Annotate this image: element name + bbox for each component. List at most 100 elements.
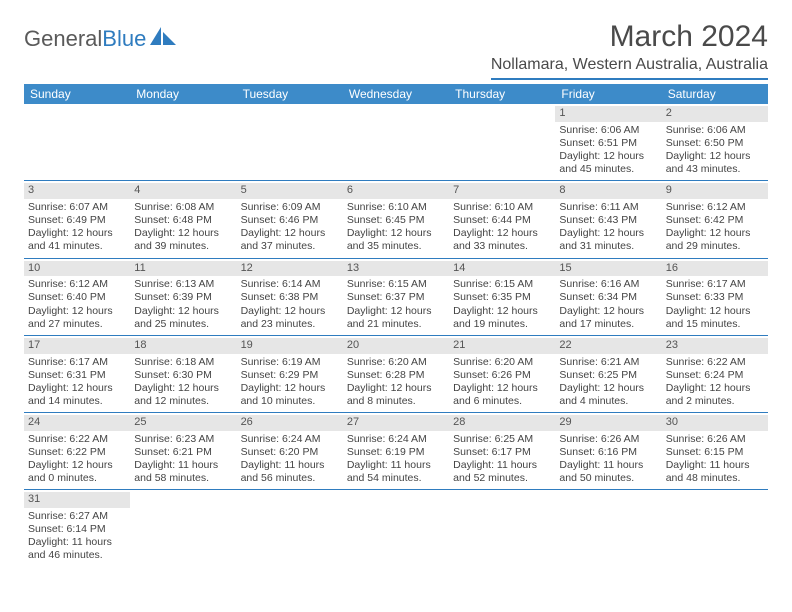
sunrise-text: Sunrise: 6:16 AM <box>559 278 657 291</box>
empty-cell <box>24 104 130 180</box>
sunset-text: Sunset: 6:43 PM <box>559 214 657 227</box>
sail-icon <box>150 27 176 45</box>
sunrise-text: Sunrise: 6:21 AM <box>559 356 657 369</box>
empty-cell <box>343 104 449 180</box>
week-row: 1 Sunrise: 6:06 AM Sunset: 6:51 PM Daylight… <box>24 104 768 181</box>
sunrise-text: Sunrise: 6:24 AM <box>241 433 339 446</box>
sunrise-text: Sunrise: 6:09 AM <box>241 201 339 214</box>
day-number: 6 <box>343 183 449 199</box>
daylight-text: Daylight: 12 hours and 15 minutes. <box>666 305 764 331</box>
sunset-text: Sunset: 6:39 PM <box>134 291 232 304</box>
week-row: 10Sunrise: 6:12 AMSunset: 6:40 PMDayligh… <box>24 259 768 336</box>
daylight-text: Daylight: 12 hours and 35 minutes. <box>347 227 445 253</box>
empty-cell <box>449 490 555 566</box>
page-header: GeneralBlue March 2024 Nollamara, Wester… <box>24 20 768 80</box>
day-number: 18 <box>130 338 236 354</box>
sunset-text: Sunset: 6:29 PM <box>241 369 339 382</box>
day-number: 21 <box>449 338 555 354</box>
daylight-text: Daylight: 12 hours and 2 minutes. <box>666 382 764 408</box>
day-cell: 1Sunrise: 6:06 AMSunset: 6:51 PMDaylight… <box>555 104 661 180</box>
sunrise-text: Sunrise: 6:14 AM <box>241 278 339 291</box>
day-cell: 7Sunrise: 6:10 AMSunset: 6:44 PMDaylight… <box>449 181 555 257</box>
day-header: Monday <box>130 84 236 104</box>
sunset-text: Sunset: 6:22 PM <box>28 446 126 459</box>
logo: GeneralBlue <box>24 20 176 52</box>
day-number: 9 <box>662 183 768 199</box>
day-cell: 21Sunrise: 6:20 AMSunset: 6:26 PMDayligh… <box>449 336 555 412</box>
logo-text-2: Blue <box>102 26 146 52</box>
day-cell: 26Sunrise: 6:24 AMSunset: 6:20 PMDayligh… <box>237 413 343 489</box>
sunset-text: Sunset: 6:35 PM <box>453 291 551 304</box>
day-number: 4 <box>130 183 236 199</box>
sunrise-text: Sunrise: 6:24 AM <box>347 433 445 446</box>
day-number: 14 <box>449 261 555 277</box>
sunset-text: Sunset: 6:26 PM <box>453 369 551 382</box>
sunrise-text: Sunrise: 6:10 AM <box>453 201 551 214</box>
sunset-text: Sunset: 6:31 PM <box>28 369 126 382</box>
day-header: Wednesday <box>343 84 449 104</box>
sunset-text: Sunset: 6:33 PM <box>666 291 764 304</box>
daylight-text: Daylight: 12 hours and 39 minutes. <box>134 227 232 253</box>
day-number: 2 <box>662 106 768 122</box>
sunset-text: Sunset: 6:15 PM <box>666 446 764 459</box>
sunrise-text: Sunrise: 6:10 AM <box>347 201 445 214</box>
day-cell: 8Sunrise: 6:11 AMSunset: 6:43 PMDaylight… <box>555 181 661 257</box>
sunrise-text: Sunrise: 6:19 AM <box>241 356 339 369</box>
daylight-text: Daylight: 12 hours and 4 minutes. <box>559 382 657 408</box>
daylight-text: Daylight: 12 hours and 17 minutes. <box>559 305 657 331</box>
day-cell: 15Sunrise: 6:16 AMSunset: 6:34 PMDayligh… <box>555 259 661 335</box>
daylight-text: Daylight: 11 hours and 54 minutes. <box>347 459 445 485</box>
empty-cell <box>130 104 236 180</box>
sunset-text: Sunset: 6:40 PM <box>28 291 126 304</box>
daylight-text: Daylight: 12 hours and 43 minutes. <box>666 150 764 176</box>
day-number: 16 <box>662 261 768 277</box>
empty-cell <box>343 490 449 566</box>
day-number: 3 <box>24 183 130 199</box>
day-cell: 30Sunrise: 6:26 AMSunset: 6:15 PMDayligh… <box>662 413 768 489</box>
day-number: 23 <box>662 338 768 354</box>
day-cell: 11Sunrise: 6:13 AMSunset: 6:39 PMDayligh… <box>130 259 236 335</box>
sunset-text: Sunset: 6:42 PM <box>666 214 764 227</box>
sunrise-text: Sunrise: 6:27 AM <box>28 510 126 523</box>
day-number: 1 <box>555 106 661 122</box>
daylight-text: Daylight: 12 hours and 27 minutes. <box>28 305 126 331</box>
sunrise-text: Sunrise: 6:08 AM <box>134 201 232 214</box>
sunrise-text: Sunrise: 6:06 AM <box>666 124 764 137</box>
sunrise-text: Sunrise: 6:11 AM <box>559 201 657 214</box>
sunset-text: Sunset: 6:51 PM <box>559 137 657 150</box>
day-number: 26 <box>237 415 343 431</box>
sunrise-text: Sunrise: 6:20 AM <box>453 356 551 369</box>
sunset-text: Sunset: 6:38 PM <box>241 291 339 304</box>
sunset-text: Sunset: 6:50 PM <box>666 137 764 150</box>
day-cell: 9Sunrise: 6:12 AMSunset: 6:42 PMDaylight… <box>662 181 768 257</box>
week-row: 17Sunrise: 6:17 AMSunset: 6:31 PMDayligh… <box>24 336 768 413</box>
day-header-row: SundayMondayTuesdayWednesdayThursdayFrid… <box>24 84 768 104</box>
sunset-text: Sunset: 6:44 PM <box>453 214 551 227</box>
sunset-text: Sunset: 6:21 PM <box>134 446 232 459</box>
title-block: March 2024 Nollamara, Western Australia,… <box>491 20 768 80</box>
sunrise-text: Sunrise: 6:26 AM <box>666 433 764 446</box>
daylight-text: Daylight: 12 hours and 29 minutes. <box>666 227 764 253</box>
sunrise-text: Sunrise: 6:26 AM <box>559 433 657 446</box>
day-cell: 20Sunrise: 6:20 AMSunset: 6:28 PMDayligh… <box>343 336 449 412</box>
sunset-text: Sunset: 6:45 PM <box>347 214 445 227</box>
day-number: 5 <box>237 183 343 199</box>
sunset-text: Sunset: 6:24 PM <box>666 369 764 382</box>
sunset-text: Sunset: 6:30 PM <box>134 369 232 382</box>
day-cell: 23Sunrise: 6:22 AMSunset: 6:24 PMDayligh… <box>662 336 768 412</box>
daylight-text: Daylight: 12 hours and 10 minutes. <box>241 382 339 408</box>
sunset-text: Sunset: 6:17 PM <box>453 446 551 459</box>
day-number: 12 <box>237 261 343 277</box>
daylight-text: Daylight: 12 hours and 23 minutes. <box>241 305 339 331</box>
daylight-text: Daylight: 11 hours and 48 minutes. <box>666 459 764 485</box>
sunrise-text: Sunrise: 6:17 AM <box>28 356 126 369</box>
calendar: SundayMondayTuesdayWednesdayThursdayFrid… <box>24 84 768 567</box>
week-row: 31Sunrise: 6:27 AMSunset: 6:14 PMDayligh… <box>24 490 768 566</box>
day-cell: 13Sunrise: 6:15 AMSunset: 6:37 PMDayligh… <box>343 259 449 335</box>
day-header: Thursday <box>449 84 555 104</box>
daylight-text: Daylight: 11 hours and 46 minutes. <box>28 536 126 562</box>
empty-cell <box>130 490 236 566</box>
day-cell: 22Sunrise: 6:21 AMSunset: 6:25 PMDayligh… <box>555 336 661 412</box>
sunrise-text: Sunrise: 6:15 AM <box>347 278 445 291</box>
day-cell: 3Sunrise: 6:07 AMSunset: 6:49 PMDaylight… <box>24 181 130 257</box>
